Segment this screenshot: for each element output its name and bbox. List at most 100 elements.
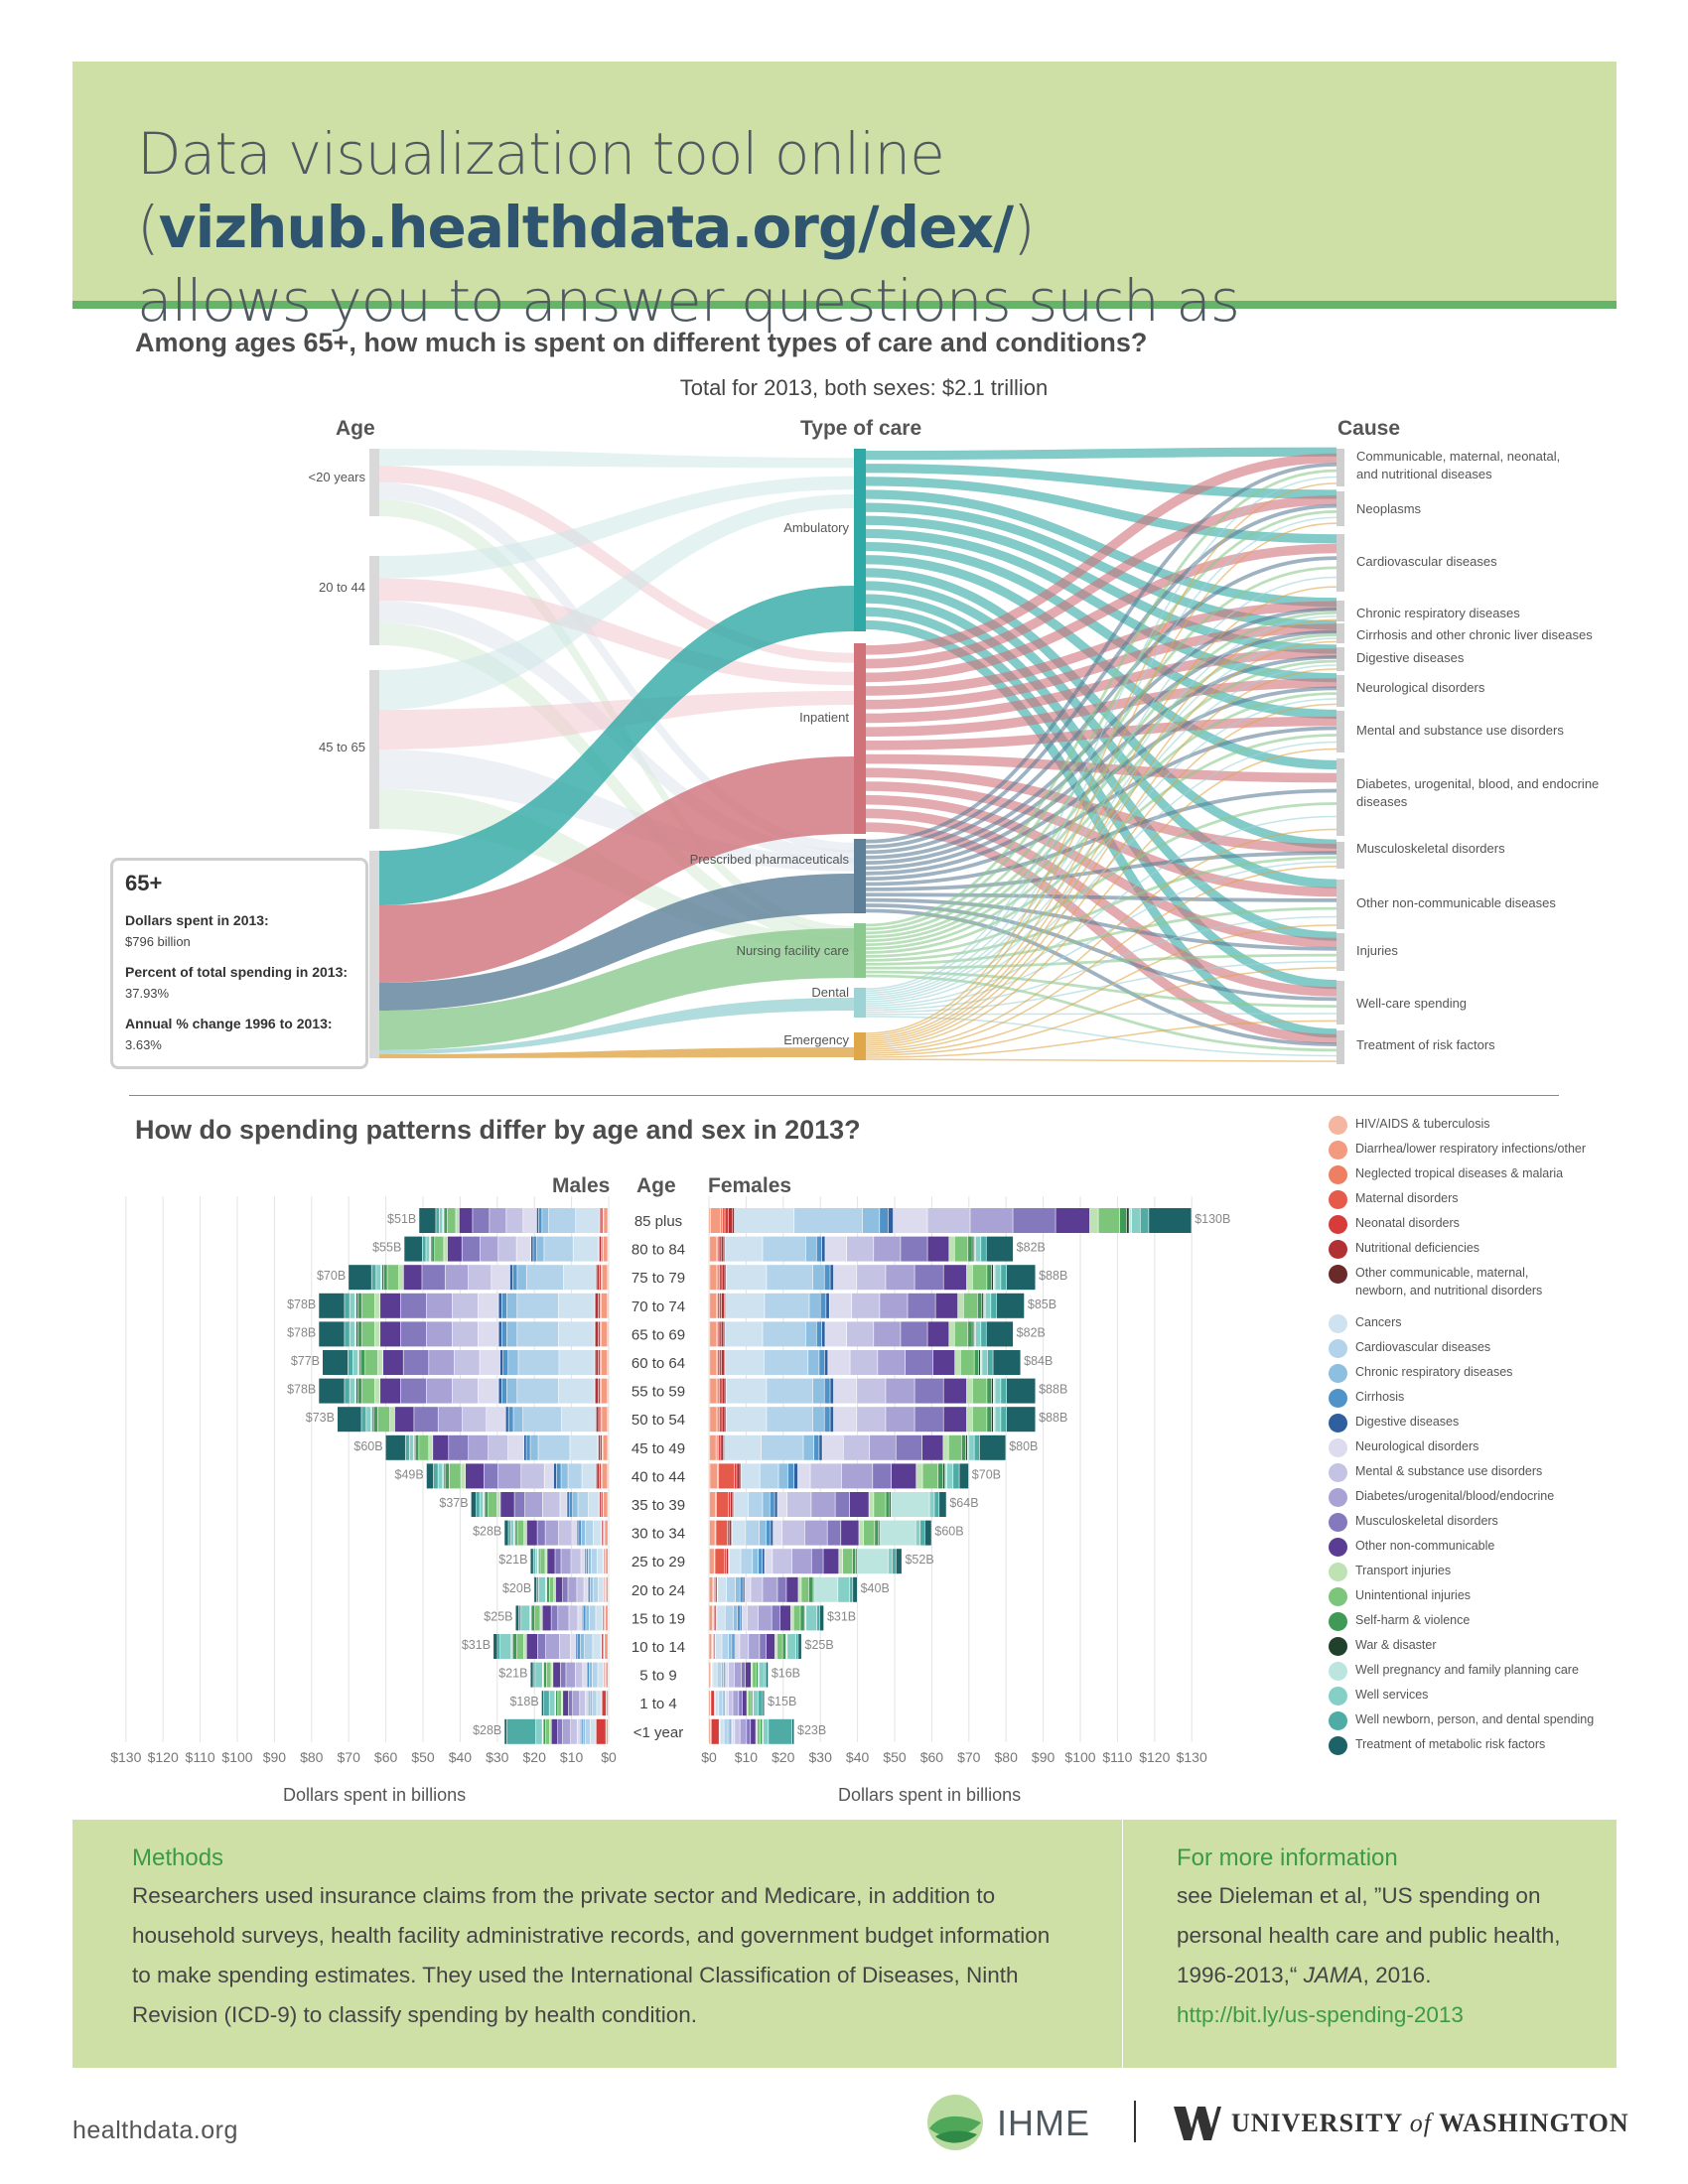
female-bar-segment xyxy=(725,1208,729,1233)
legend-swatch xyxy=(1329,1687,1347,1706)
male-bar-segment xyxy=(373,1407,378,1433)
female-bar-segment xyxy=(741,1463,760,1489)
male-bar-segment xyxy=(558,1520,572,1546)
care-node xyxy=(854,839,866,913)
female-bar-segment xyxy=(993,1407,995,1433)
site-link[interactable]: healthdata.org xyxy=(72,2116,238,2144)
female-bar-segment xyxy=(974,1434,980,1460)
care-node xyxy=(854,449,866,631)
care-cause-flow xyxy=(865,822,1337,1044)
male-tick-label: $130 xyxy=(110,1749,141,1765)
male-bar-segment xyxy=(473,1208,490,1233)
male-bar-segment xyxy=(549,1576,554,1602)
male-bar-segment xyxy=(509,1265,512,1291)
female-bar-segment xyxy=(751,1576,763,1602)
female-bar-segment xyxy=(892,1549,896,1574)
female-bar-segment xyxy=(975,1321,981,1347)
female-bar-segment xyxy=(791,1549,811,1574)
female-bar-segment xyxy=(929,1492,934,1517)
female-bar-segment xyxy=(819,1434,822,1460)
male-value-label: $51B xyxy=(387,1212,416,1226)
female-bar-segment xyxy=(763,1492,770,1517)
age-label: 20 to 44 xyxy=(319,580,365,595)
female-bar-segment xyxy=(922,1434,943,1460)
female-bar-segment xyxy=(972,1407,987,1433)
female-bar-segment xyxy=(760,1463,778,1489)
tool-url-link[interactable]: vizhub.healthdata.org/dex/ xyxy=(158,194,1014,261)
male-bar-segment xyxy=(588,1662,590,1688)
age-category-label: 65 to 69 xyxy=(632,1326,685,1343)
female-bar-segment xyxy=(943,1407,967,1433)
care-cause-flow xyxy=(865,637,1337,999)
male-bar-segment xyxy=(501,1321,507,1347)
male-bar-segment xyxy=(319,1293,345,1318)
male-bar-segment xyxy=(596,1321,599,1347)
female-bar-segment xyxy=(852,1549,856,1574)
female-bar-segment xyxy=(939,1492,946,1517)
female-bar-segment xyxy=(710,1321,716,1347)
female-bar-segment xyxy=(717,1434,719,1460)
female-bar-segment xyxy=(986,1236,1014,1262)
female-tick-label: $50 xyxy=(883,1749,907,1765)
female-bar-segment xyxy=(846,1321,874,1347)
male-bar-segment xyxy=(349,1265,371,1291)
male-bar-segment xyxy=(559,1350,595,1375)
female-bar-segment xyxy=(804,1520,827,1546)
female-value-label: $84B xyxy=(1024,1354,1053,1368)
info-value-dollars: $796 billion xyxy=(125,934,191,949)
female-bar-segment xyxy=(716,1350,718,1375)
female-bar-segment xyxy=(726,1662,729,1688)
female-bar-segment xyxy=(812,1407,824,1433)
female-bar-segment xyxy=(944,1463,947,1489)
footer-divider xyxy=(1122,1820,1123,2068)
female-bar-segment xyxy=(862,1208,880,1233)
age-category-label: 30 to 34 xyxy=(632,1526,685,1543)
female-bar-segment xyxy=(735,1718,740,1744)
male-bar-segment xyxy=(589,1576,591,1602)
female-bar-segment xyxy=(843,1549,853,1574)
female-bar-segment xyxy=(972,1236,974,1262)
female-bar-segment xyxy=(730,1718,732,1744)
female-bar-segment xyxy=(737,1605,740,1631)
female-bar-segment xyxy=(874,1321,901,1347)
male-bar-segment xyxy=(523,1407,562,1433)
female-bar-segment xyxy=(924,1520,931,1546)
female-bar-segment xyxy=(786,1576,798,1602)
female-bar-segment xyxy=(841,1463,873,1489)
male-value-label: $77B xyxy=(291,1354,320,1368)
female-bar-segment xyxy=(957,1293,963,1318)
female-bar-segment xyxy=(730,1492,733,1517)
female-bar-segment xyxy=(729,1549,741,1574)
female-bar-segment xyxy=(891,1492,929,1517)
male-bar-segment xyxy=(580,1634,585,1659)
female-bar-segment xyxy=(970,1208,1013,1233)
male-bar-segment xyxy=(487,1407,505,1433)
male-tick-label: $110 xyxy=(186,1749,215,1765)
male-bar-segment xyxy=(382,1265,384,1291)
male-bar-segment xyxy=(422,1236,426,1262)
female-bar-segment xyxy=(757,1718,761,1744)
female-bar-segment xyxy=(880,1520,915,1546)
more-line: see Dieleman et al, ”US spending on xyxy=(1177,1883,1541,1908)
age-flow xyxy=(379,750,854,872)
male-bar-segment xyxy=(319,1321,345,1347)
cause-node xyxy=(1336,449,1344,486)
age-category-label: 60 to 64 xyxy=(632,1355,685,1372)
methods-heading: Methods xyxy=(132,1844,224,1871)
female-bar-segment xyxy=(833,1265,857,1291)
female-tick-label: $130 xyxy=(1177,1749,1207,1765)
male-bar-segment xyxy=(524,1492,543,1517)
female-bar-segment xyxy=(709,1691,711,1716)
male-bar-segment xyxy=(538,1434,570,1460)
female-bar-segment xyxy=(965,1434,967,1460)
male-bar-segment xyxy=(506,1208,523,1233)
male-bar-segment xyxy=(598,1293,601,1318)
female-value-label: $52B xyxy=(905,1553,933,1567)
more-info-link[interactable]: http://bit.ly/us-spending-2013 xyxy=(1177,2002,1464,2027)
male-tick-label: $40 xyxy=(449,1749,473,1765)
female-bar-segment xyxy=(722,1407,725,1433)
female-bar-segment xyxy=(766,1520,771,1546)
male-bar-segment xyxy=(426,1378,453,1404)
age-node xyxy=(369,670,379,829)
legend-swatch xyxy=(1329,1736,1347,1755)
